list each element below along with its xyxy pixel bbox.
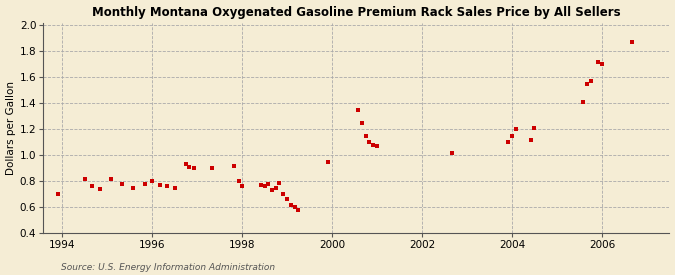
Point xyxy=(372,144,383,148)
Point xyxy=(207,166,217,170)
Point xyxy=(278,192,289,196)
Point xyxy=(582,81,593,86)
Point xyxy=(161,184,172,189)
Point xyxy=(169,186,180,190)
Point xyxy=(364,140,375,144)
Point xyxy=(323,160,334,164)
Point xyxy=(117,182,128,186)
Point xyxy=(626,40,637,44)
Point xyxy=(353,108,364,112)
Point xyxy=(139,182,150,186)
Point xyxy=(229,163,240,168)
Point xyxy=(585,79,596,83)
Point xyxy=(237,184,248,189)
Point xyxy=(263,182,273,186)
Point xyxy=(281,197,292,202)
Point xyxy=(447,150,458,155)
Y-axis label: Dollars per Gallon: Dollars per Gallon xyxy=(5,81,16,175)
Point xyxy=(578,100,589,104)
Point xyxy=(357,120,368,125)
Point xyxy=(128,186,138,190)
Point xyxy=(510,127,521,131)
Point xyxy=(526,138,537,142)
Point xyxy=(503,140,514,144)
Point xyxy=(267,188,277,192)
Point xyxy=(79,176,90,181)
Point xyxy=(94,187,105,191)
Text: Source: U.S. Energy Information Administration: Source: U.S. Energy Information Administ… xyxy=(61,263,275,272)
Point xyxy=(180,162,191,166)
Point xyxy=(368,142,379,147)
Point xyxy=(184,165,195,169)
Point xyxy=(233,179,244,183)
Point xyxy=(259,184,270,189)
Point xyxy=(52,192,63,196)
Point xyxy=(155,183,165,187)
Point xyxy=(293,208,304,212)
Point xyxy=(593,59,603,64)
Point xyxy=(271,186,281,190)
Title: Monthly Montana Oxygenated Gasoline Premium Rack Sales Price by All Sellers: Monthly Montana Oxygenated Gasoline Prem… xyxy=(92,6,621,18)
Point xyxy=(256,183,267,187)
Point xyxy=(507,133,518,138)
Point xyxy=(188,166,199,170)
Point xyxy=(274,180,285,185)
Point xyxy=(146,179,157,183)
Point xyxy=(87,184,98,189)
Point xyxy=(105,176,116,181)
Point xyxy=(529,126,540,130)
Point xyxy=(360,133,371,138)
Point xyxy=(597,62,608,66)
Point xyxy=(290,205,300,210)
Point xyxy=(286,202,296,207)
